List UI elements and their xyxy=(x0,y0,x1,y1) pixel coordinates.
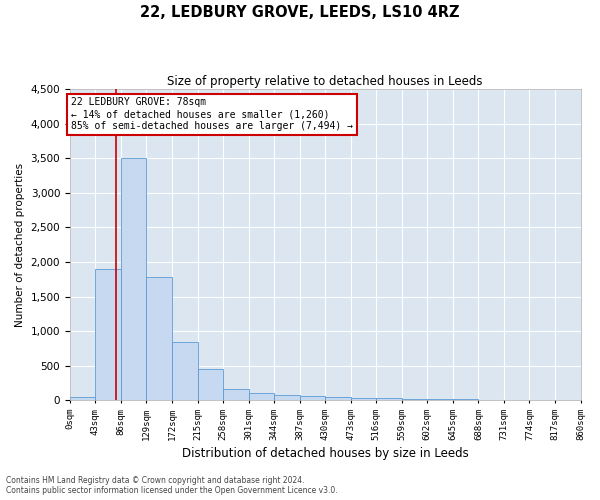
Bar xyxy=(223,389,248,400)
Bar xyxy=(146,277,172,400)
Bar xyxy=(248,394,274,400)
Bar xyxy=(376,398,402,400)
Bar xyxy=(274,396,299,400)
Text: 22, LEDBURY GROVE, LEEDS, LS10 4RZ: 22, LEDBURY GROVE, LEEDS, LS10 4RZ xyxy=(140,5,460,20)
Bar xyxy=(427,399,453,400)
Bar xyxy=(299,396,325,400)
Text: Contains HM Land Registry data © Crown copyright and database right 2024.
Contai: Contains HM Land Registry data © Crown c… xyxy=(6,476,338,495)
Title: Size of property relative to detached houses in Leeds: Size of property relative to detached ho… xyxy=(167,75,483,88)
Bar xyxy=(121,158,146,400)
Bar xyxy=(325,398,351,400)
X-axis label: Distribution of detached houses by size in Leeds: Distribution of detached houses by size … xyxy=(182,447,469,460)
Bar xyxy=(197,369,223,400)
Bar xyxy=(351,398,376,400)
Bar xyxy=(402,399,427,400)
Bar xyxy=(70,396,95,400)
Bar xyxy=(95,269,121,400)
Text: 22 LEDBURY GROVE: 78sqm
← 14% of detached houses are smaller (1,260)
85% of semi: 22 LEDBURY GROVE: 78sqm ← 14% of detache… xyxy=(71,98,353,130)
Bar xyxy=(172,342,197,400)
Y-axis label: Number of detached properties: Number of detached properties xyxy=(15,162,25,326)
